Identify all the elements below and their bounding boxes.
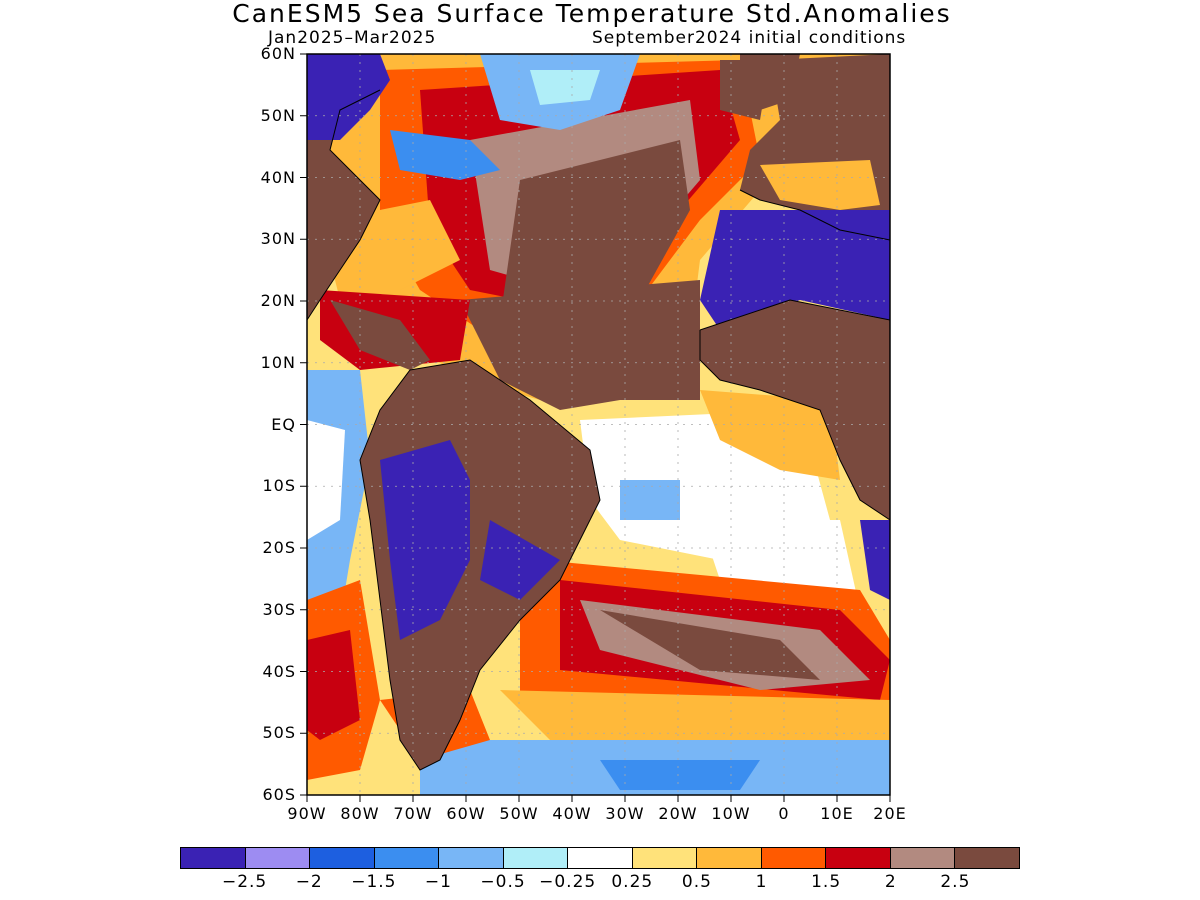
colorbar-label: −2: [295, 872, 323, 892]
canada-cool-region: [307, 54, 390, 140]
lon-label: 20W: [658, 804, 698, 823]
lon-label: 40W: [552, 804, 592, 823]
lat-label: 60N: [260, 44, 296, 63]
central-atlantic-max: [460, 280, 700, 410]
colorbar-label: −0.25: [539, 872, 597, 892]
central-america: [330, 300, 430, 370]
colorbar-swatch: [181, 848, 246, 868]
colorbar-label: 2.5: [940, 872, 971, 892]
south-atlantic-max-core: [600, 610, 820, 680]
tick-marks: [300, 53, 891, 802]
lon-label: 10E: [820, 804, 854, 823]
colorbar-label: 1.5: [811, 872, 842, 892]
colorbar-swatch: [826, 848, 891, 868]
lat-label: 50S: [262, 723, 296, 742]
colorbar-swatch: [503, 848, 569, 868]
lat-label: 10N: [260, 353, 296, 372]
colorbar-label: −0.5: [480, 872, 526, 892]
colorbar-label: −1.5: [351, 872, 397, 892]
southern-ocean-cool-2: [600, 760, 760, 790]
lat-label: 20S: [262, 538, 296, 557]
southern-africa-cool: [860, 520, 890, 600]
colorbar-swatch: [955, 848, 1019, 868]
colorbar-label: 2: [884, 872, 897, 892]
gulf-guinea-warm: [700, 390, 840, 480]
colorbar-label: −2.5: [221, 872, 268, 892]
labrador-cool-2: [530, 70, 600, 105]
lon-label: 50W: [499, 804, 539, 823]
lat-label: 30N: [260, 229, 296, 248]
andes-cool: [380, 440, 470, 640]
mediterranean: [760, 160, 880, 210]
lon-label: 90W: [287, 804, 327, 823]
lon-label: 30W: [605, 804, 645, 823]
colorbar-swatch: [761, 848, 827, 868]
south-atlantic-blue: [620, 480, 680, 520]
lon-label: 10W: [711, 804, 751, 823]
colorbar-swatch: [310, 848, 375, 868]
lon-label: 20E: [873, 804, 907, 823]
west-africa-interior: [720, 60, 770, 120]
colorbar-label: −1: [424, 872, 452, 892]
east-pacific-white: [307, 420, 345, 540]
southern-ocean-warm: [500, 690, 890, 750]
lat-label: 30S: [262, 600, 296, 619]
coastlines: [307, 89, 890, 771]
colorbar-swatch: [568, 848, 633, 868]
lat-label: 40S: [262, 662, 296, 681]
colorbar-swatch: [245, 848, 311, 868]
lon-label: 70W: [393, 804, 433, 823]
colorbar-swatch: [697, 848, 762, 868]
colorbar-swatch: [890, 848, 956, 868]
map-title: CanESM5 Sea Surface Temperature Std.Anom…: [232, 0, 952, 28]
initial-conditions: September2024 initial conditions: [592, 28, 907, 48]
lat-label: 10S: [262, 476, 296, 495]
forecast-period: Jan2025–Mar2025: [268, 28, 437, 48]
colorbar-label: 0.5: [681, 872, 712, 892]
lat-label: 40N: [260, 168, 296, 187]
colorbar-swatch: [632, 848, 698, 868]
lat-label: 60S: [262, 785, 296, 804]
lat-label: EQ: [271, 415, 296, 434]
lon-label: 80W: [340, 804, 380, 823]
lat-label: 50N: [260, 106, 296, 125]
lat-label: 20N: [260, 291, 296, 310]
colorbar-label: 1: [755, 872, 768, 892]
patagonia-cool: [480, 520, 560, 600]
colorbar-swatch: [374, 848, 440, 868]
colorbar-swatch: [439, 848, 504, 868]
nw-atlantic-cool: [390, 130, 500, 180]
southeast-pacific-red: [307, 630, 360, 740]
graticule: [307, 54, 890, 795]
colorbar: [180, 847, 1020, 869]
north-africa-cool: [700, 210, 890, 330]
colorbar-label: 0.25: [611, 872, 654, 892]
lon-label: 0: [778, 804, 790, 823]
lon-label: 60W: [446, 804, 486, 823]
